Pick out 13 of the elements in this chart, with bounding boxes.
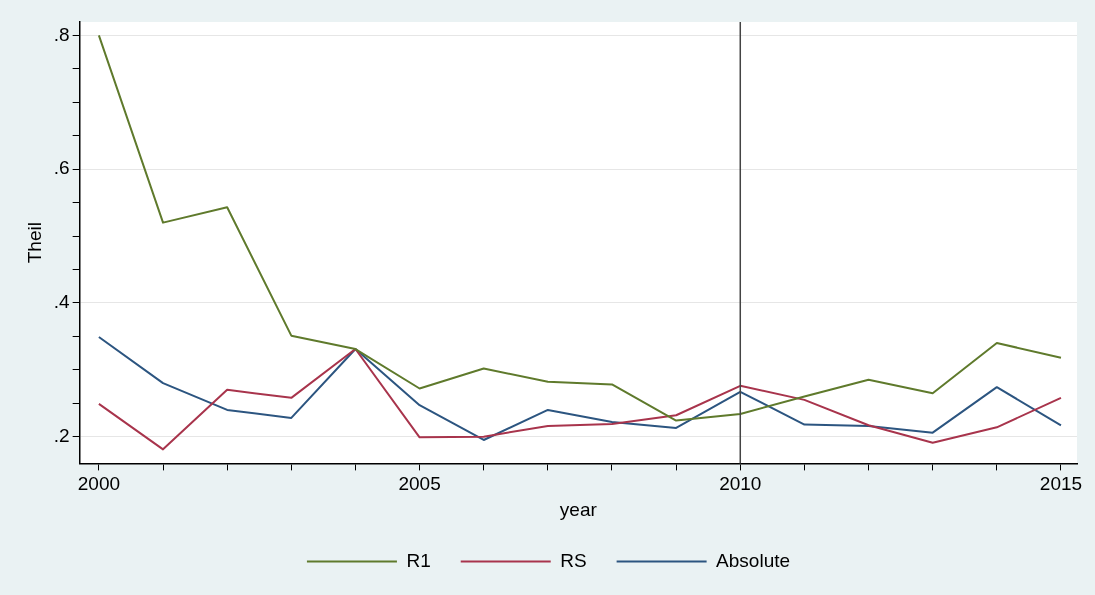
y-tick-label: .4 bbox=[53, 291, 71, 313]
x-tick-label: 2010 bbox=[719, 473, 762, 495]
y-axis-title: Theil bbox=[23, 222, 45, 264]
y-tick-label: .6 bbox=[53, 157, 70, 179]
y-tick-label: .2 bbox=[53, 424, 70, 446]
x-axis-title: year bbox=[559, 498, 598, 520]
x-tick-label: 2000 bbox=[77, 473, 121, 495]
x-tick-label: 2015 bbox=[1039, 473, 1083, 495]
legend-label: RS bbox=[560, 549, 587, 571]
legend-label: R1 bbox=[406, 549, 431, 571]
y-tick-label: .8 bbox=[53, 23, 70, 45]
x-tick-label: 2005 bbox=[398, 473, 441, 495]
legend-label: Absolute bbox=[716, 549, 791, 571]
